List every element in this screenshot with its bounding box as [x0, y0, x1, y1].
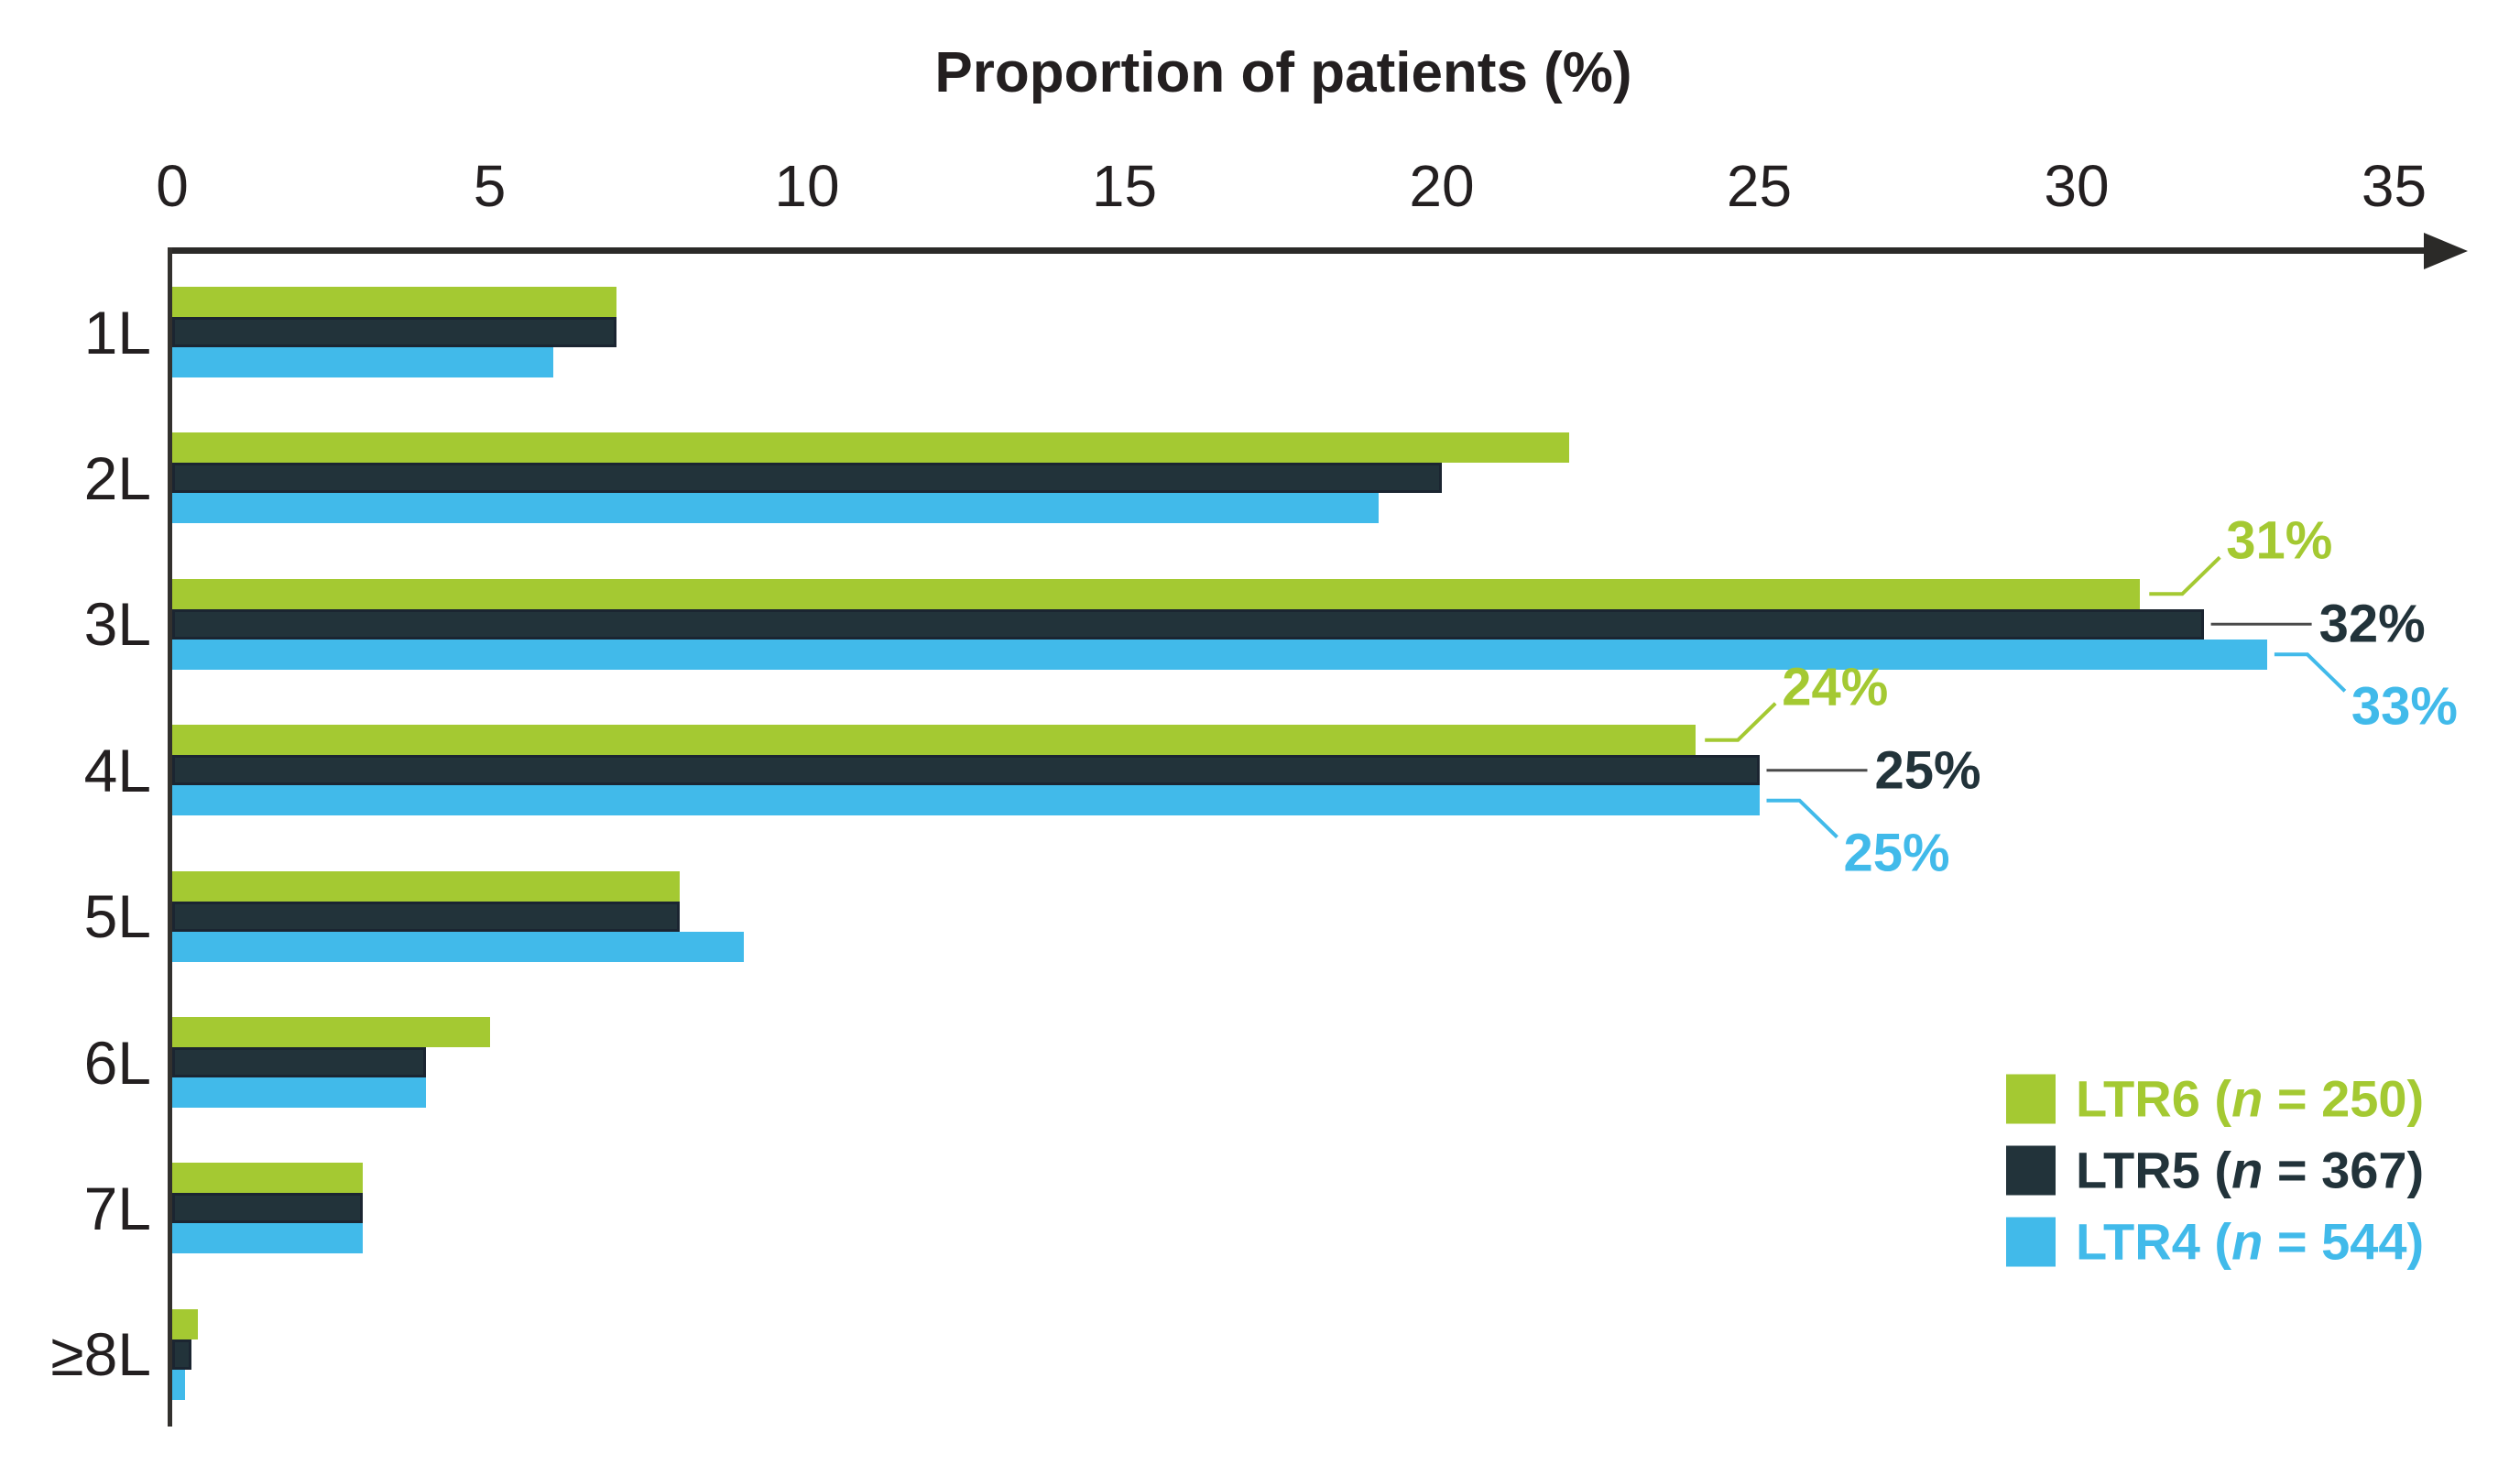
- bar-LTR6-2L: [172, 432, 1569, 464]
- legend-swatch-LTR4: [2006, 1217, 2056, 1266]
- bar-LTR6-3L: [172, 578, 2141, 609]
- chart-title: Proportion of patients (%): [934, 41, 1632, 104]
- callout-line-LTR6-4L: [1705, 702, 1777, 742]
- bar-LTR4-6L: [172, 1077, 427, 1108]
- x-tick-label: 25: [1726, 153, 1793, 219]
- legend-swatch-LTR6: [2006, 1074, 2056, 1123]
- bar-LTR6-7L: [172, 1163, 363, 1194]
- category-label: 4L: [83, 736, 151, 804]
- x-tick-label: 20: [1409, 153, 1475, 219]
- bar-LTR6-4L: [172, 725, 1696, 756]
- callout-line-LTR4-4L: [1766, 798, 1838, 839]
- data-label-LTR5-3L: 32%: [2318, 594, 2426, 654]
- callout-line-LTR4-3L: [2274, 652, 2347, 693]
- bar-LTR5-5L: [172, 901, 681, 932]
- category-label: ≥8L: [50, 1320, 151, 1389]
- legend-item-LTR6: LTR6 (n = 250): [2006, 1069, 2424, 1129]
- x-tick-label: 5: [473, 153, 507, 219]
- bar-LTR4-7L: [172, 1223, 363, 1254]
- callout-line-LTR6-3L: [2149, 555, 2221, 596]
- legend-item-LTR5: LTR5 (n = 367): [2006, 1141, 2424, 1200]
- bar-LTR5-7L: [172, 1193, 363, 1224]
- category-label: 6L: [83, 1028, 151, 1097]
- bar-LTR5-4L: [172, 755, 1760, 786]
- legend-item-LTR4: LTR4 (n = 544): [2006, 1212, 2424, 1272]
- bar-LTR4-4L: [172, 785, 1760, 816]
- legend-label: LTR5 (n = 367): [2076, 1141, 2425, 1199]
- category-label: 1L: [83, 298, 151, 366]
- data-label-LTR4-3L: 33%: [2351, 676, 2458, 737]
- category-label: 7L: [83, 1174, 151, 1242]
- bar-LTR5-2L: [172, 463, 1442, 494]
- legend-label: LTR6 (n = 250): [2076, 1069, 2425, 1128]
- x-tick-label: 0: [156, 153, 189, 219]
- legend-swatch-LTR5: [2006, 1145, 2056, 1195]
- bar-LTR4-5L: [172, 931, 744, 962]
- bar-LTR6-6L: [172, 1017, 490, 1047]
- x-axis-arrow-icon: [2424, 233, 2468, 269]
- bar-LTR4-3L: [172, 639, 2267, 670]
- bar-LTR5-1L: [172, 317, 617, 347]
- bar-LTR6-1L: [172, 287, 617, 317]
- bar-LTR4-2L: [172, 493, 1379, 524]
- x-tick-label: 10: [774, 153, 840, 219]
- legend-label: LTR4 (n = 544): [2076, 1212, 2425, 1271]
- bar-LTR5-6L: [172, 1047, 427, 1077]
- bar-LTR5-3L: [172, 608, 2204, 640]
- data-label-LTR4-4L: 25%: [1843, 823, 1950, 883]
- data-label-LTR5-4L: 25%: [1874, 740, 1981, 801]
- x-axis-line: [168, 247, 2427, 254]
- y-axis-line: [168, 247, 172, 1427]
- x-tick-label: 15: [1091, 153, 1158, 219]
- bar-LTR5-≥8L: [172, 1339, 191, 1370]
- category-label: 5L: [83, 882, 151, 951]
- bar-LTR6-5L: [172, 870, 681, 902]
- bar-LTR4-1L: [172, 347, 553, 377]
- bar-LTR4-≥8L: [172, 1369, 185, 1400]
- data-label-LTR6-3L: 31%: [2226, 510, 2333, 571]
- category-label: 2L: [83, 443, 151, 512]
- x-tick-label: 35: [2361, 153, 2427, 219]
- data-label-LTR6-4L: 24%: [1782, 657, 1889, 717]
- category-label: 3L: [83, 590, 151, 659]
- x-tick-label: 30: [2044, 153, 2110, 219]
- bar-LTR6-≥8L: [172, 1308, 198, 1339]
